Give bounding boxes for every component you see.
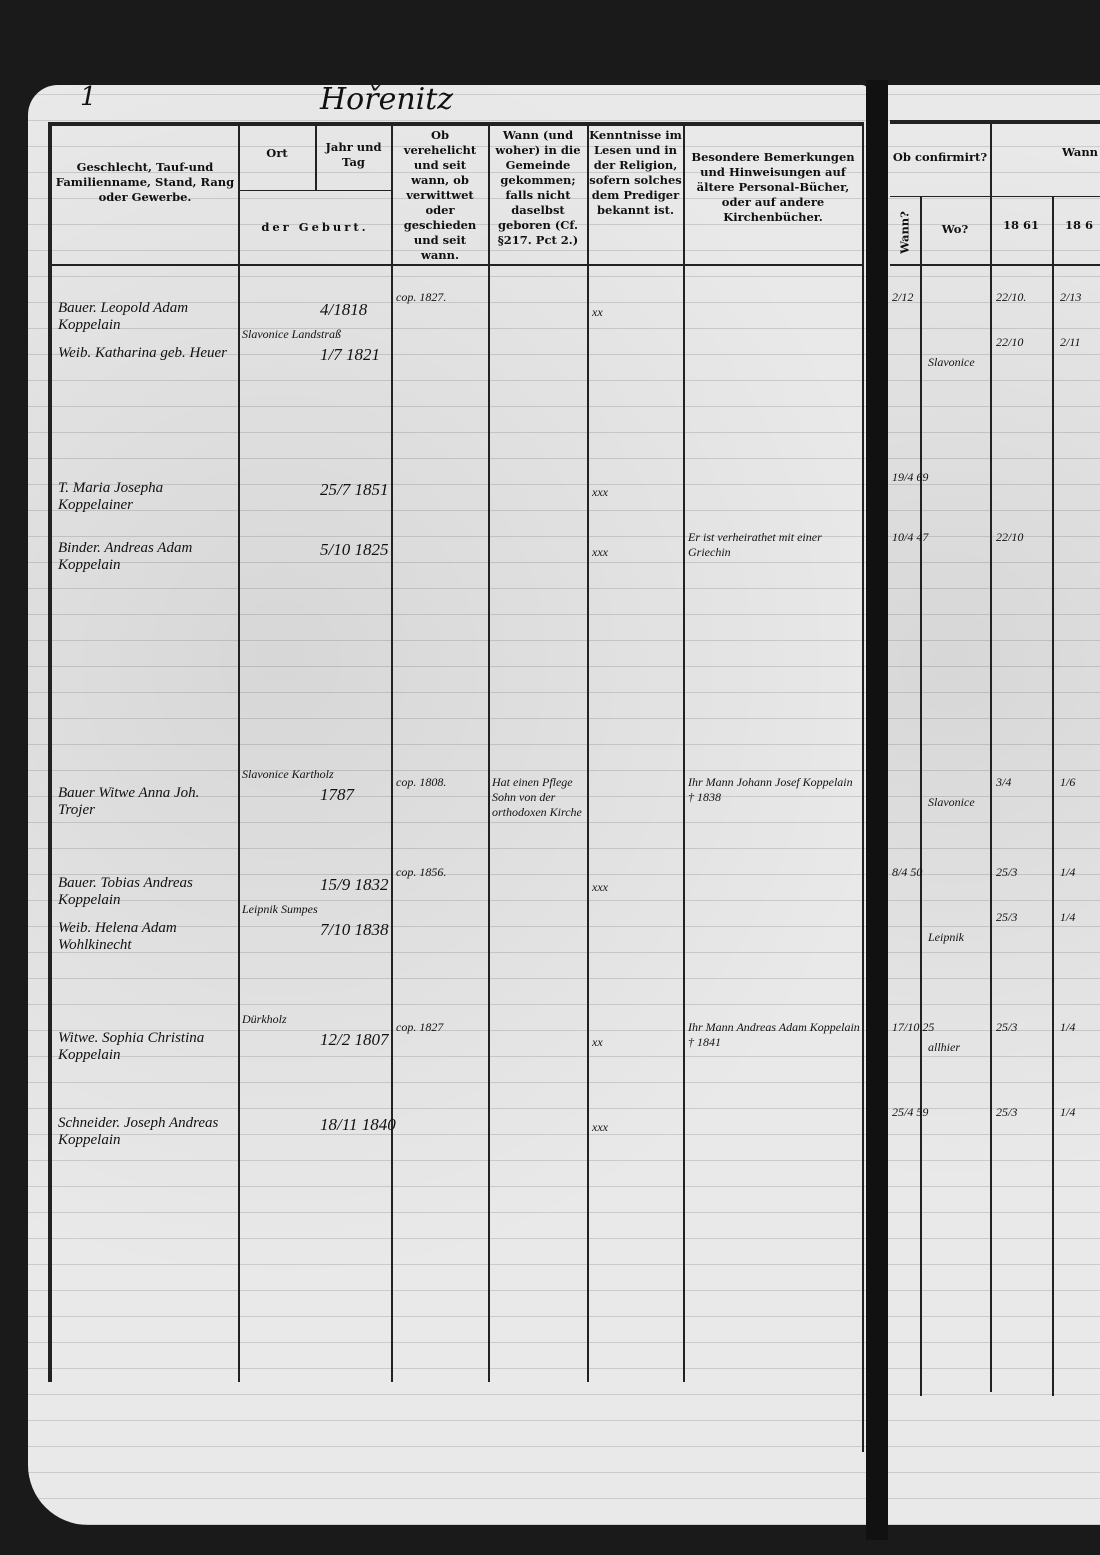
header-knowledge: Kenntnisse im Lesen und in der Religion,… bbox=[589, 128, 682, 217]
entry-remarks: Er ist verheirathet mit einer Griechin bbox=[688, 530, 822, 559]
entry-name: Bauer. Tobias Andreas Koppelain bbox=[58, 875, 193, 908]
top-border bbox=[48, 122, 863, 126]
entry-knowledge: xxx bbox=[592, 545, 608, 559]
col-line bbox=[238, 122, 240, 1382]
entry-date: 12/2 1807 bbox=[320, 1030, 389, 1049]
entry-c2: 1/4 bbox=[1060, 865, 1076, 879]
header-remarks: Besondere Bemerkungen und Hinweisungen a… bbox=[691, 150, 855, 224]
col-line bbox=[990, 122, 992, 1392]
col-line bbox=[920, 196, 922, 1396]
header-date: Jahr und Tag bbox=[325, 140, 382, 169]
header-where: Wo? bbox=[941, 222, 969, 236]
entry-knowledge: xxx bbox=[592, 1120, 608, 1134]
entry-conf-where: Leipnik bbox=[928, 930, 964, 944]
header-year-1: 18 61 bbox=[1002, 218, 1039, 232]
col-line bbox=[315, 122, 317, 190]
entry-married: cop. 1856. bbox=[396, 865, 447, 879]
header-divider bbox=[48, 264, 863, 266]
page-number: 1 bbox=[80, 82, 97, 112]
header-birth: der Geburt. bbox=[261, 220, 369, 234]
header-married: Ob verehelicht und seit wann, ob verwitt… bbox=[403, 128, 477, 262]
entry-knowledge: xx bbox=[592, 305, 603, 319]
entry-c2: 1/4 bbox=[1060, 1105, 1076, 1119]
header-name: Geschlecht, Tauf-und Familienname, Stand… bbox=[55, 160, 235, 204]
page-title: Hořenitz bbox=[320, 82, 454, 117]
entry-conf-when: 17/10 25 bbox=[892, 1020, 935, 1034]
entry-place: Leipnik Sumpes bbox=[242, 902, 318, 916]
entry-place: Dürkholz bbox=[242, 1012, 287, 1026]
entry-name: T. Maria Josepha Koppelainer bbox=[58, 480, 164, 513]
entry-c2: 2/13 bbox=[1060, 290, 1082, 304]
entry-date: 5/10 1825 bbox=[320, 540, 389, 559]
entry-conf-when: 8/4 50 bbox=[892, 865, 923, 879]
header-arrival: Wann (und woher) in die Gemeinde gekomme… bbox=[495, 128, 581, 247]
entry-remarks: Ihr Mann Andreas Adam Koppelain † 1841 bbox=[688, 1020, 860, 1049]
header-when: Wann? bbox=[897, 211, 912, 254]
entry-c1: 25/3 bbox=[996, 1020, 1018, 1034]
entry-knowledge: xx bbox=[592, 1035, 603, 1049]
entry-c2: 2/11 bbox=[1060, 335, 1081, 349]
top-border-right bbox=[890, 120, 1100, 124]
left-page bbox=[28, 85, 868, 1525]
entry-c2: 1/4 bbox=[1060, 1020, 1076, 1034]
entry-date: 4/1818 bbox=[320, 300, 368, 319]
entry-date: 1/7 1821 bbox=[320, 345, 380, 364]
header-communion: Wann bbox=[1061, 145, 1099, 159]
header-confirmed: Ob confirmirt? bbox=[892, 150, 988, 164]
col-line bbox=[391, 122, 393, 1382]
entry-c1: 22/10 bbox=[996, 335, 1024, 349]
entry-c1: 25/3 bbox=[996, 910, 1018, 924]
entry-place: Slavonice Landstraß bbox=[242, 327, 341, 341]
entry-conf-when: 19/4 69 bbox=[892, 470, 929, 484]
left-border bbox=[48, 122, 52, 1382]
entry-remarks: Ihr Mann Johann Josef Koppelain † 1838 bbox=[688, 775, 853, 804]
entry-place: Slavonice Kartholz bbox=[242, 767, 334, 781]
entry-knowledge: xxx bbox=[592, 485, 608, 499]
entry-name: Schneider. Joseph Andreas Koppelain bbox=[58, 1115, 219, 1148]
entry-name: Bauer Witwe Anna Joh. Trojer bbox=[58, 785, 200, 818]
entry-conf-where: Slavonice bbox=[928, 795, 975, 809]
entry-name: Witwe. Sophia Christina Koppelain bbox=[58, 1030, 205, 1063]
entry-knowledge: xxx bbox=[592, 880, 608, 894]
col-line bbox=[683, 122, 685, 1382]
entry-date: 25/7 1851 bbox=[320, 480, 389, 499]
entry-date: 1787 bbox=[320, 785, 354, 804]
entry-conf-when: 25/4 59 bbox=[892, 1105, 929, 1119]
entry-conf-when: 10/4 47 bbox=[892, 530, 929, 544]
entry-married: cop. 1827. bbox=[396, 290, 447, 304]
entry-c2: 1/4 bbox=[1060, 910, 1076, 924]
header-divider-right bbox=[890, 264, 1100, 266]
confirm-divider bbox=[890, 196, 1100, 197]
entry-conf-where: allhier bbox=[928, 1040, 960, 1054]
entry-c1: 25/3 bbox=[996, 1105, 1018, 1119]
entry-name: Bauer. Leopold Adam Koppelain bbox=[58, 300, 189, 333]
entry-name: Weib. Helena Adam Wohlkinecht bbox=[58, 920, 177, 953]
entry-c1: 25/3 bbox=[996, 865, 1018, 879]
birth-divider bbox=[238, 190, 391, 191]
col-line bbox=[587, 122, 589, 1382]
header-place: Ort bbox=[266, 146, 288, 160]
entry-name: Weib. Katharina geb. Heuer bbox=[58, 345, 228, 361]
col-line bbox=[488, 122, 490, 1382]
header-year-2: 18 6 bbox=[1064, 218, 1093, 232]
entry-arrival: Hat einen Pflege Sohn von der orthodoxen… bbox=[492, 775, 582, 819]
entry-married: cop. 1808. bbox=[396, 775, 447, 789]
entry-date: 7/10 1838 bbox=[320, 920, 389, 939]
entry-married: cop. 1827 bbox=[396, 1020, 444, 1034]
entry-c1: 3/4 bbox=[996, 775, 1012, 789]
entry-c1: 22/10 bbox=[996, 530, 1024, 544]
entry-date: 15/9 1832 bbox=[320, 875, 389, 894]
entry-name: Binder. Andreas Adam Koppelain bbox=[58, 540, 193, 573]
entry-conf-when: 2/12 bbox=[892, 290, 914, 304]
entry-c1: 22/10. bbox=[996, 290, 1027, 304]
entry-date: 18/11 1840 bbox=[320, 1115, 396, 1134]
entry-conf-where: Slavonice bbox=[928, 355, 975, 369]
book-spine bbox=[866, 80, 888, 1540]
col-line bbox=[862, 122, 864, 1452]
entry-c2: 1/6 bbox=[1060, 775, 1076, 789]
col-line bbox=[1052, 196, 1054, 1396]
